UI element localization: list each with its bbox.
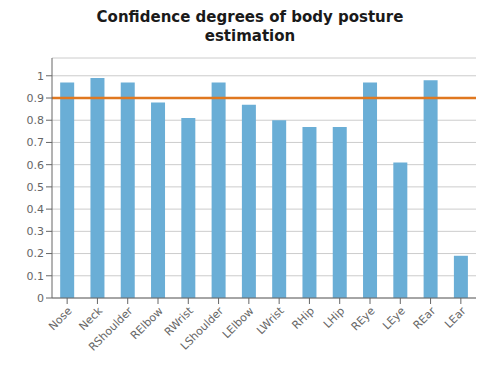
svg-text:0.8: 0.8 <box>27 114 45 127</box>
svg-text:REar: REar <box>411 304 439 332</box>
svg-text:LWrist: LWrist <box>254 304 287 337</box>
svg-text:LElbow: LElbow <box>220 304 257 341</box>
svg-text:0.7: 0.7 <box>27 136 45 149</box>
svg-text:0.6: 0.6 <box>27 159 45 172</box>
svg-text:RShoulder: RShoulder <box>86 304 136 354</box>
svg-text:RHip: RHip <box>290 304 318 332</box>
svg-text:0.5: 0.5 <box>27 181 45 194</box>
html-text:estimation: estimation <box>204 27 296 45</box>
svg-text:0.1: 0.1 <box>27 270 45 283</box>
svg-text:Nose: Nose <box>46 304 75 333</box>
svg-text:LEar: LEar <box>442 304 469 331</box>
svg-text:RElbow: RElbow <box>128 304 166 342</box>
svg-text:0.2: 0.2 <box>27 247 45 260</box>
svg-text:0: 0 <box>37 292 44 305</box>
svg-text:LEye: LEye <box>380 304 408 332</box>
svg-text:0.4: 0.4 <box>27 203 45 216</box>
svg-text:LHip: LHip <box>321 304 347 330</box>
html-text:Confidence degrees of body pos: Confidence degrees of body posture <box>96 8 404 26</box>
svg-text:RWrist: RWrist <box>161 304 196 339</box>
svg-text:0.3: 0.3 <box>27 225 45 238</box>
svg-text:Neck: Neck <box>76 304 106 333</box>
svg-text:REye: REye <box>349 304 378 333</box>
svg-text:0.9: 0.9 <box>27 92 45 105</box>
svg-text:LShoulder: LShoulder <box>178 304 227 353</box>
svg-text:1: 1 <box>37 70 44 83</box>
